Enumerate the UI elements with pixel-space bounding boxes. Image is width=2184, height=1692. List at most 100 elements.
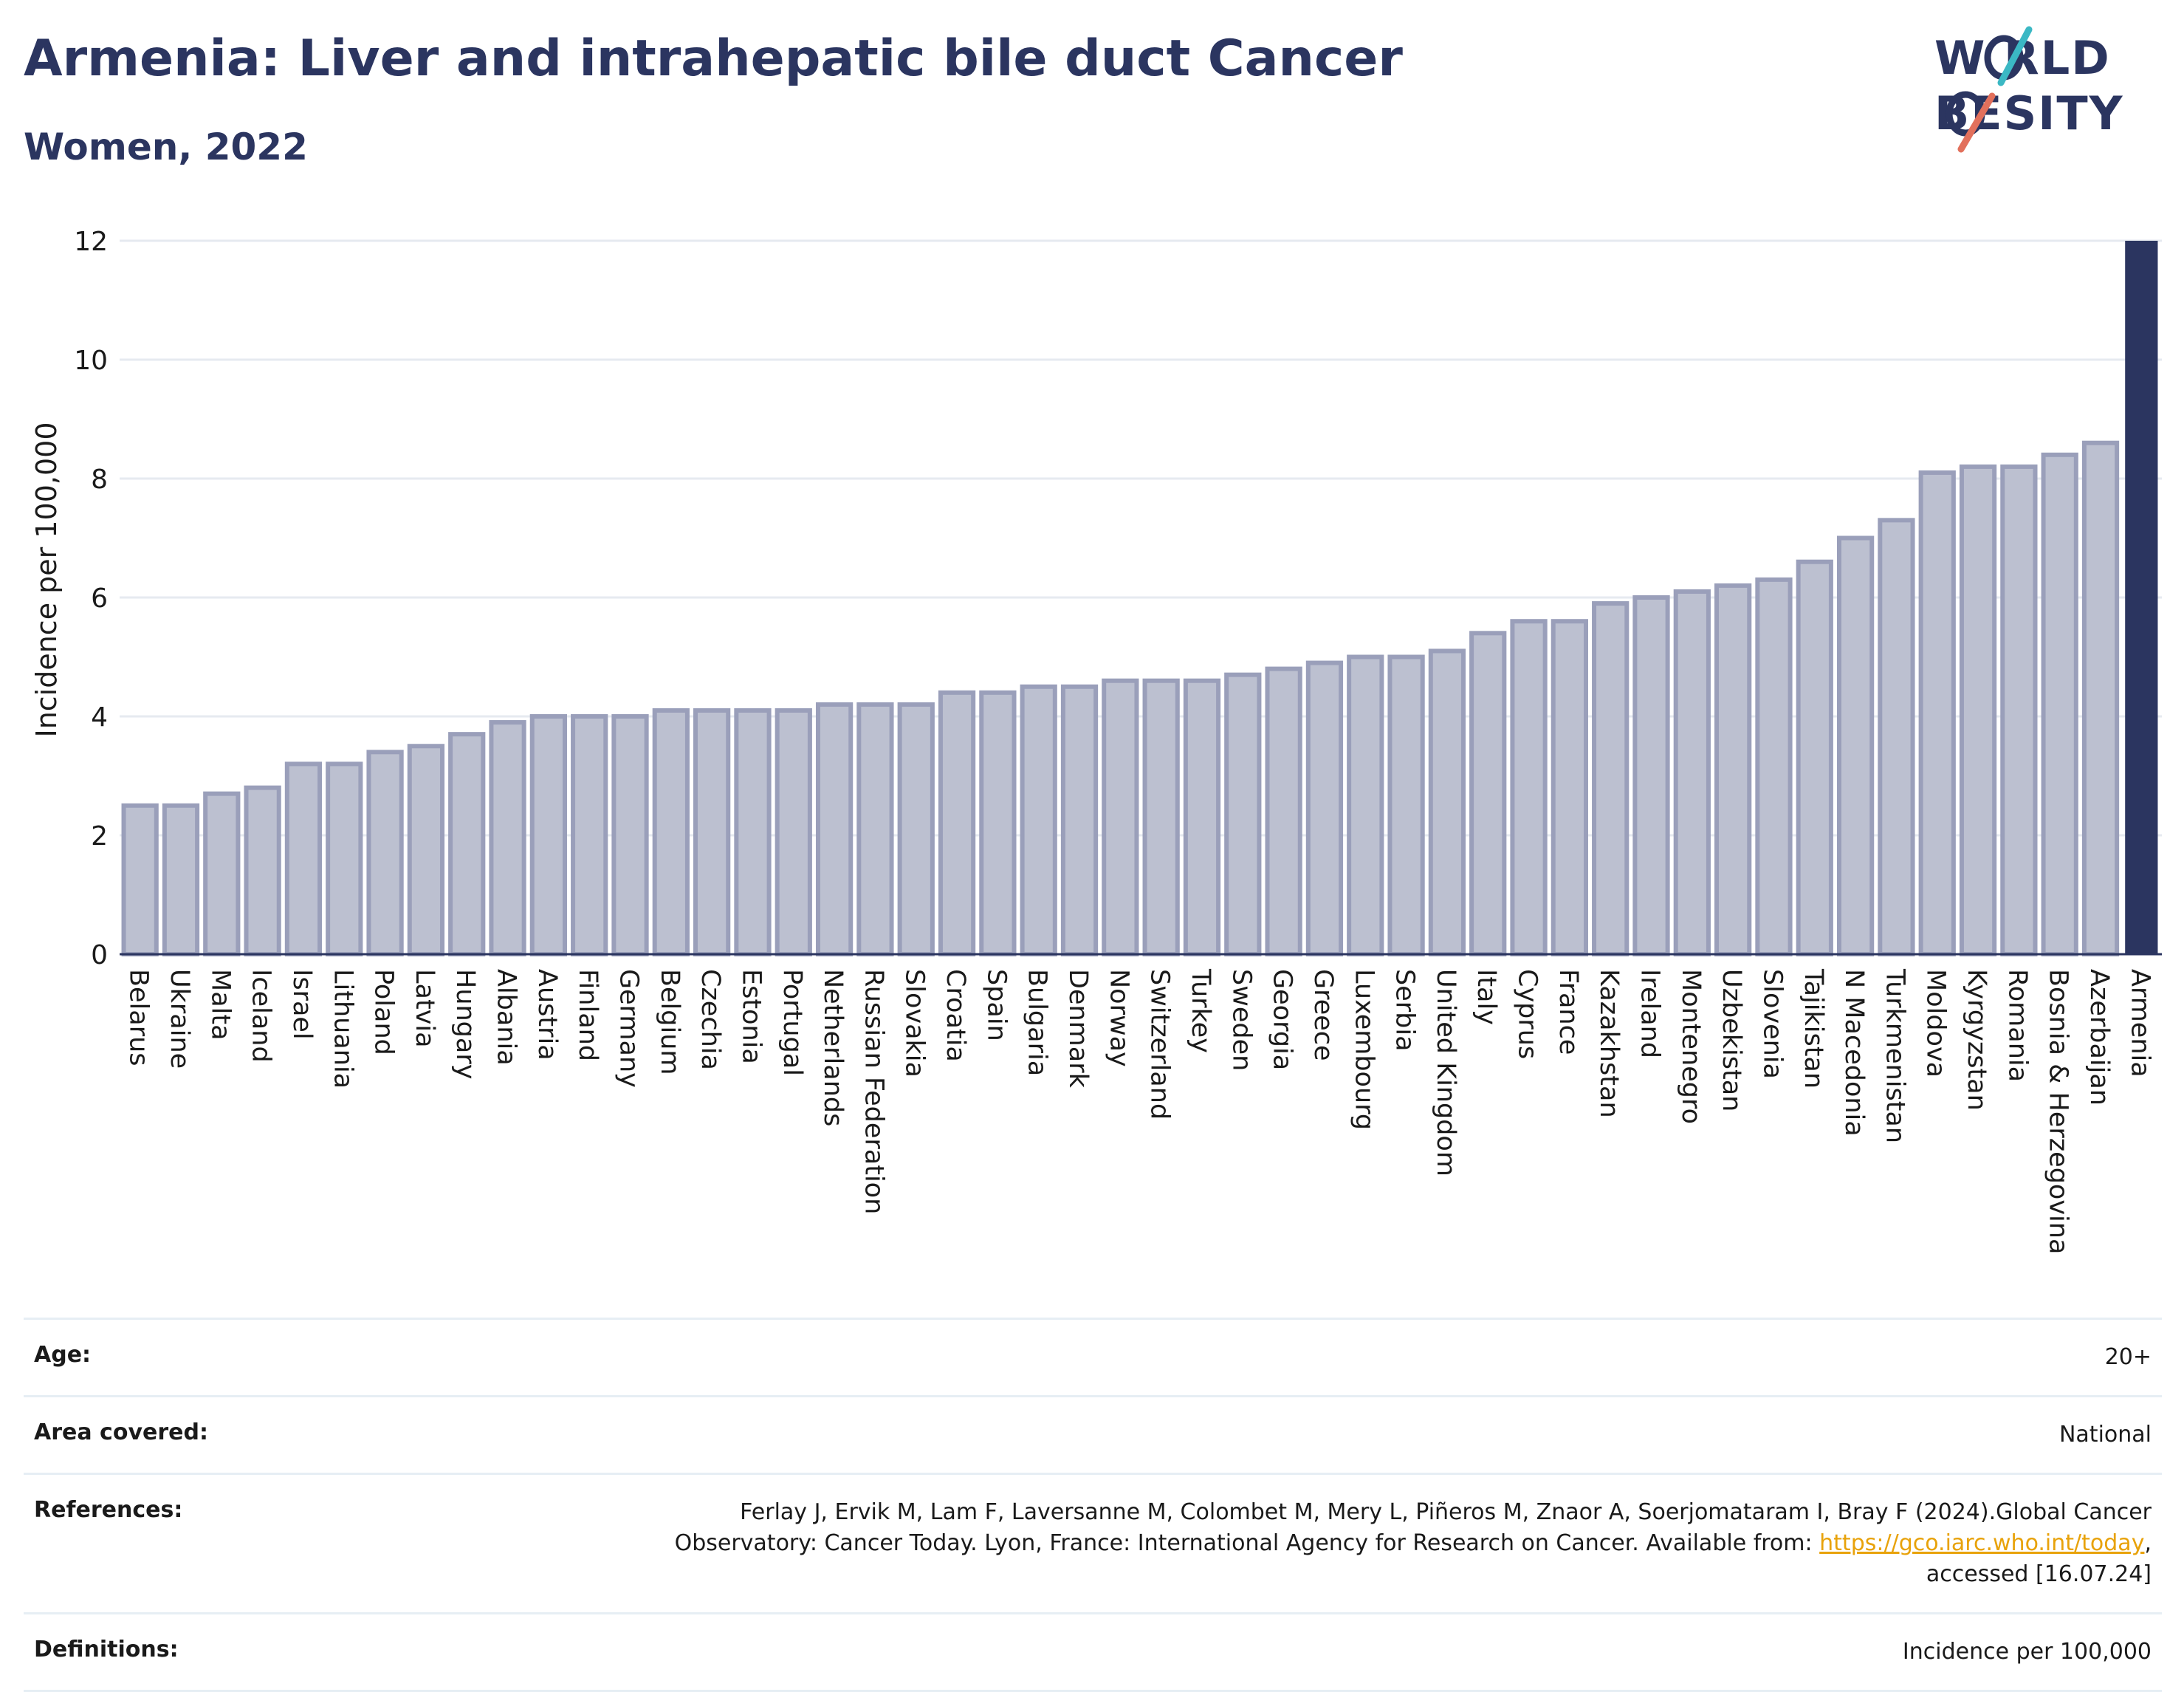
x-category-label: Ireland (1635, 969, 1665, 1058)
bar-iceland (244, 785, 281, 956)
x-category-label: Armenia (2125, 969, 2154, 1078)
x-category-label: United Kingdom (1431, 969, 1460, 1176)
bar-portugal (775, 708, 812, 956)
references-line2-prefix: Observatory: Cancer Today. Lyon, France:… (674, 1530, 1820, 1556)
y-axis-label: Incidence per 100,000 (30, 422, 63, 737)
x-category-label: Azerbaijan (2084, 969, 2114, 1106)
x-category-label: Belarus (124, 969, 154, 1066)
area-value: National (2058, 1422, 2152, 1448)
info-row-definitions: Definitions: Incidence per 100,000 (24, 1612, 2162, 1692)
bar-n-macedonia (1836, 535, 1875, 956)
info-row-references: References: Ferlay J, Ervik M, Lam F, La… (24, 1473, 2162, 1612)
x-category-label: Finland (573, 969, 602, 1061)
y-tick-label: 4 (91, 702, 108, 733)
x-category-label: Slovenia (1757, 969, 1787, 1079)
bar-turkmenistan (1878, 518, 1915, 956)
x-category-label: Poland (369, 969, 399, 1055)
bar-spain (979, 690, 1017, 956)
x-category-label: Greece (1308, 969, 1338, 1061)
y-tick-label: 6 (91, 583, 108, 614)
bar-chart: 0 2 4 6 8 10 12 Belarus Ukraine Malta Iceland Isra… (30, 227, 2162, 1254)
x-category-label: Romania (2002, 969, 2032, 1082)
bar-slovakia (897, 702, 935, 957)
bar-azerbaijan (2081, 440, 2120, 956)
x-category-label: Croatia (941, 969, 970, 1062)
definitions-value: Incidence per 100,000 (1902, 1639, 2152, 1665)
x-category-label: Belgium (655, 969, 684, 1075)
y-tick-label: 8 (91, 465, 108, 495)
x-category-label: Slovakia (900, 969, 930, 1078)
x-category-label: Germany (614, 969, 644, 1088)
x-category-label: Bosnia & Herzegovina (2044, 969, 2073, 1254)
bar-ireland (1632, 595, 1670, 956)
bar-belarus (121, 803, 159, 956)
bar-poland (366, 750, 404, 956)
x-category-label: France (1553, 969, 1583, 1055)
bar-turkey (1183, 678, 1221, 956)
bar-malta (203, 791, 241, 957)
bar-lithuania (326, 761, 363, 957)
bar-norway (1102, 678, 1139, 956)
age-value: 20+ (2104, 1344, 2152, 1370)
references-link[interactable]: https://gco.iarc.who.int/today (1819, 1530, 2145, 1556)
area-label: Area covered: (34, 1419, 208, 1445)
x-category-label: Latvia (410, 969, 439, 1048)
bar-switzerland (1142, 678, 1180, 956)
x-category-label: Czechia (696, 969, 725, 1070)
x-category-label: Estonia (736, 969, 766, 1064)
x-category-label: Switzerland (1145, 969, 1175, 1120)
definitions-label: Definitions: (34, 1637, 179, 1662)
x-category-label: Montenegro (1676, 969, 1706, 1124)
x-category-label: Ukraine (165, 969, 194, 1069)
bar-austria (529, 714, 567, 956)
info-row-age: Age: 20+ (24, 1318, 2162, 1395)
x-category-labels: Belarus Ukraine Malta Iceland Israel Lithuani… (124, 968, 2155, 1254)
x-category-label: Cyprus (1513, 969, 1542, 1059)
references-line1: Ferlay J, Ervik M, Lam F, Laversanne M, … (740, 1499, 2152, 1525)
bar-ukraine (162, 803, 200, 956)
x-category-label: Albania (492, 969, 521, 1066)
bars (121, 241, 2158, 957)
y-tick-labels: 0 2 4 6 8 10 12 (74, 227, 108, 970)
x-category-label: Denmark (1063, 969, 1093, 1089)
x-category-label: Iceland (247, 969, 276, 1063)
x-category-label: Turkey (1186, 968, 1215, 1053)
references-line2-suffix: , (2144, 1530, 2152, 1556)
y-tick-label: 10 (74, 346, 108, 376)
bar-denmark (1060, 684, 1099, 956)
bar-estonia (734, 708, 772, 956)
x-category-label: Uzbekistan (1717, 969, 1746, 1112)
x-category-label: Kazakhstan (1594, 969, 1624, 1118)
bar-latvia (407, 744, 445, 956)
x-category-label: Bulgaria (1023, 969, 1052, 1076)
bar-armenia (2125, 241, 2158, 954)
references-line3: accessed [16.07.24] (1926, 1561, 2152, 1587)
bar-luxembourg (1347, 654, 1384, 956)
bar-bulgaria (1020, 684, 1057, 956)
bar-netherlands (815, 702, 854, 957)
x-category-label: Serbia (1390, 969, 1420, 1052)
x-category-label: Kyrgyzstan (1962, 969, 1991, 1111)
y-tick-label: 2 (91, 821, 108, 852)
x-category-label: Hungary (450, 969, 480, 1079)
bar-germany (611, 714, 649, 956)
bar-serbia (1387, 654, 1425, 956)
bar-tajikistan (1796, 559, 1833, 956)
x-category-label: Spain (981, 969, 1011, 1041)
bar-hungary (448, 732, 486, 957)
y-tick-label: 0 (91, 940, 108, 970)
bar-kazakhstan (1592, 601, 1630, 956)
x-category-label: Netherlands (818, 969, 848, 1126)
bar-greece (1305, 660, 1344, 956)
page-subtitle: Women, 2022 (24, 126, 308, 168)
x-category-label: Georgia (1268, 969, 1297, 1070)
bar-bosnia-herzegovina (2041, 452, 2078, 956)
x-category-label: Moldova (1921, 969, 1951, 1078)
bar-romania (2000, 464, 2038, 956)
bar-cyprus (1510, 619, 1548, 956)
x-category-label: Tajikistan (1799, 968, 1828, 1089)
x-category-label: Malta (205, 969, 235, 1041)
bar-belgium (652, 708, 690, 956)
world-obesity-logo: W RLD BESITY (1934, 26, 2123, 153)
y-tick-label: 12 (74, 227, 108, 257)
